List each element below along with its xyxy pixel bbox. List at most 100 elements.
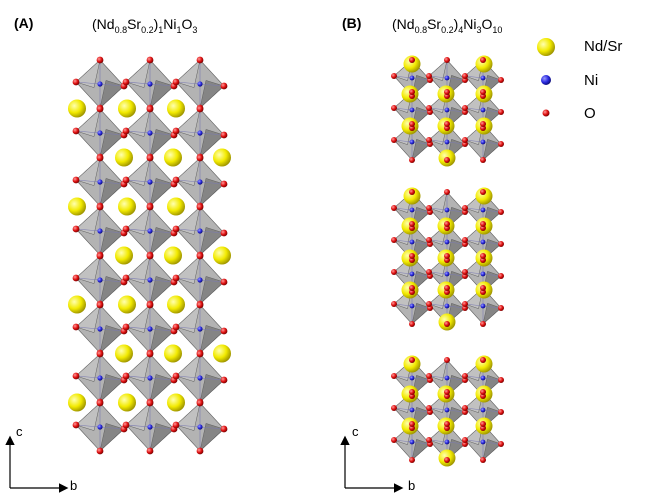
o-atom — [426, 373, 432, 379]
legend-label-ni: Ni — [584, 72, 599, 89]
o-atom — [220, 278, 228, 286]
o-atom — [146, 447, 154, 455]
ndsr-atom — [403, 187, 421, 205]
o-atom — [122, 421, 130, 429]
o-atom — [409, 157, 415, 163]
ni-atom — [147, 424, 153, 430]
octahedron-face — [199, 129, 225, 158]
ni-atom — [147, 375, 153, 381]
o-atom — [480, 57, 486, 63]
o-atom — [498, 377, 504, 383]
octahedron-face — [125, 402, 151, 431]
octahedron-face — [99, 178, 125, 207]
octahedron-face — [99, 80, 125, 109]
axes-b — [340, 435, 404, 493]
ndsr-atom — [167, 295, 185, 314]
o-atom — [391, 137, 397, 143]
ni-atom — [480, 107, 486, 113]
ni-atom — [409, 75, 415, 81]
o-atom — [444, 221, 450, 227]
ni-atom — [480, 439, 486, 445]
octahedron-face — [125, 59, 151, 88]
octahedron-face — [482, 438, 502, 461]
ni-atom — [480, 375, 486, 381]
octahedron-face — [428, 59, 448, 82]
octahedron-face — [125, 353, 151, 382]
ni-atom — [444, 303, 450, 309]
ni-atom — [409, 107, 415, 113]
octahedron-face — [75, 108, 101, 137]
ni-atom — [97, 228, 103, 234]
ndsr-atom — [213, 344, 231, 363]
o-atom — [462, 237, 468, 243]
formula-b-part: 4 — [458, 24, 464, 35]
o-atom — [96, 301, 104, 309]
ni-atom — [409, 239, 415, 245]
o-atom — [220, 327, 228, 335]
ni-atom — [480, 139, 486, 145]
o-atom — [146, 399, 154, 407]
o-atom — [196, 399, 204, 407]
ni-atom — [97, 326, 103, 332]
octahedron-face — [199, 325, 225, 354]
o-atom — [480, 89, 486, 95]
o-atom — [426, 237, 432, 243]
octahedron-face — [125, 255, 151, 284]
octahedron-face — [175, 304, 201, 333]
legend-glyphs — [537, 38, 555, 117]
axis-label-b-b: b — [408, 478, 416, 493]
ni-atom — [480, 75, 486, 81]
ni-atom — [444, 239, 450, 245]
formula-b-part: ) — [453, 16, 459, 32]
formula-b-part: (Nd — [392, 16, 415, 32]
o-atom — [409, 321, 415, 327]
octahedron-face — [428, 191, 448, 214]
o-atom — [220, 131, 228, 139]
ni-atom — [444, 407, 450, 413]
o-atom — [122, 323, 130, 331]
o-atom — [409, 189, 415, 195]
ni-atom — [409, 207, 415, 213]
o-atom — [196, 154, 204, 162]
o-atom — [391, 269, 397, 275]
o-atom — [444, 121, 450, 127]
o-atom — [122, 127, 130, 135]
structure-a — [68, 56, 231, 455]
ndsr-atom — [118, 197, 136, 216]
o-atom — [146, 56, 154, 64]
o-atom — [391, 105, 397, 111]
o-atom — [72, 421, 80, 429]
axis-label-c-a: c — [16, 424, 23, 439]
ndsr-atom — [118, 295, 136, 314]
o-atom — [409, 357, 415, 363]
ni-atom — [444, 439, 450, 445]
o-atom — [72, 372, 80, 380]
o-atom — [72, 176, 80, 184]
o-atom — [146, 301, 154, 309]
o-atom — [498, 141, 504, 147]
octahedron-face — [149, 423, 175, 452]
o-atom — [391, 237, 397, 243]
ndsr-atom — [118, 393, 136, 412]
o-atom — [146, 350, 154, 358]
axis-label-c-b: c — [352, 424, 359, 439]
ndsr-atom — [68, 99, 86, 118]
o-atom — [146, 105, 154, 113]
o-atom — [498, 77, 504, 83]
o-atom — [480, 285, 486, 291]
o-atom — [220, 82, 228, 90]
octahedron-face — [199, 276, 225, 305]
ni-atom — [97, 130, 103, 136]
o-atom — [480, 321, 486, 327]
o-atom — [96, 203, 104, 211]
o-atom — [172, 274, 180, 282]
formula-b-part: 3 — [476, 24, 482, 35]
octahedron-face — [149, 227, 175, 256]
o-atom — [462, 437, 468, 443]
o-atom — [220, 376, 228, 384]
formula-a-part: O — [181, 16, 193, 32]
o-atom — [72, 127, 80, 135]
ndsr-atom — [164, 246, 182, 265]
octahedron-face — [99, 227, 125, 256]
